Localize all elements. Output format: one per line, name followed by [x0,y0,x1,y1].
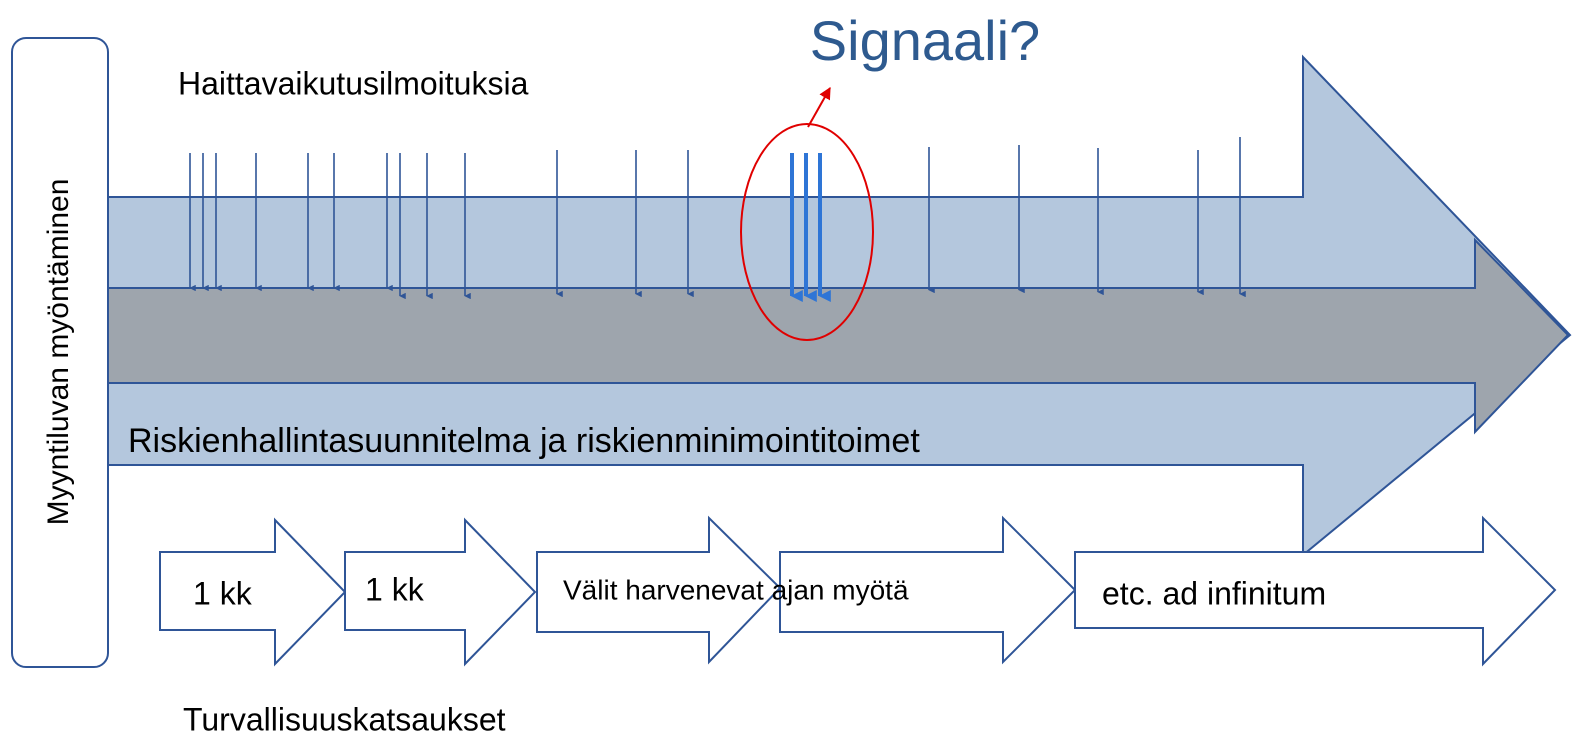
review-step: 1 kk [365,571,425,607]
signal-circle [740,123,874,341]
reviews-label: Turvallisuuskatsaukset [183,701,506,737]
review-step: etc. ad infinitum [1102,575,1326,611]
review-arrow [536,515,782,665]
authorization-label: Myyntiluvan myöntäminen [42,179,75,526]
signal-pointer [807,86,831,128]
report-arrows [189,137,1246,302]
review-step: Välit harvenevat ajan myötä [563,574,909,605]
review-step: 1 kk [193,575,253,611]
review-arrow [779,515,1077,665]
risk-label: Riskienhallintasuunnitelma ja riskienmin… [128,422,920,460]
review-arrow [159,517,347,667]
review-arrow [1074,515,1557,667]
product-arrow [107,237,1570,435]
reports-label: Haittavaikutusilmoituksia [178,65,529,101]
signal-label: Signaali? [810,9,1040,72]
authorization-box [11,37,109,668]
review-arrow [344,517,537,667]
